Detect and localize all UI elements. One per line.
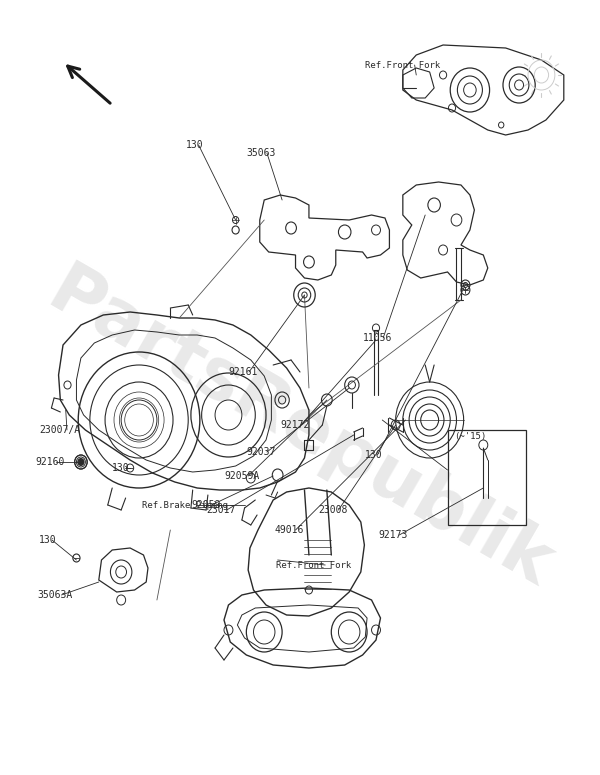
Text: 92172: 92172 <box>280 420 310 430</box>
Text: 92160: 92160 <box>35 457 65 467</box>
Text: Ref.Front Fork: Ref.Front Fork <box>276 560 351 570</box>
Circle shape <box>78 459 83 465</box>
Text: Ref.Front Fork: Ref.Front Fork <box>365 60 440 70</box>
Text: 92173: 92173 <box>379 530 408 540</box>
Text: 130: 130 <box>364 450 382 460</box>
Text: 92059A: 92059A <box>224 471 259 481</box>
Text: (~'15): (~'15) <box>454 432 486 442</box>
Text: 35063A: 35063A <box>37 590 73 600</box>
Text: 23008: 23008 <box>318 505 347 515</box>
Text: 130: 130 <box>39 535 56 545</box>
Text: 35063: 35063 <box>247 148 276 158</box>
Text: 11056: 11056 <box>362 333 392 343</box>
Text: 23017: 23017 <box>206 505 235 515</box>
Text: 92161: 92161 <box>229 367 258 377</box>
Text: 92059: 92059 <box>191 500 220 510</box>
Text: 130: 130 <box>112 463 130 473</box>
Text: 92037: 92037 <box>247 447 276 457</box>
Text: 49016: 49016 <box>275 525 304 535</box>
Text: 130: 130 <box>185 140 203 150</box>
Bar <box>448 430 526 525</box>
Text: 23007/A: 23007/A <box>39 425 80 435</box>
Text: Ref.Brake Piping: Ref.Brake Piping <box>142 501 228 509</box>
Text: PartsRepublik: PartsRepublik <box>36 257 564 602</box>
